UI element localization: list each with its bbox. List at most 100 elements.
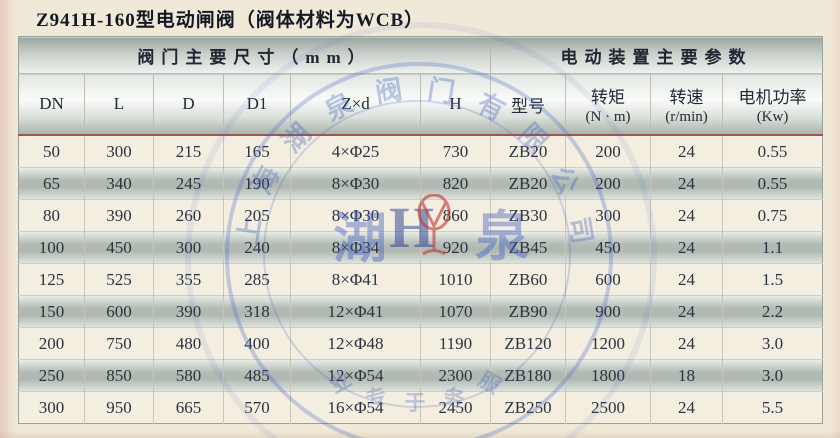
table-cell: 24 bbox=[650, 327, 724, 360]
table-cell: 3.0 bbox=[722, 359, 823, 392]
table-cell: 400 bbox=[223, 327, 291, 360]
table-cell: 5.5 bbox=[761, 397, 784, 417]
table-row: 65 340 245 190 8×Φ30 820 ZB20 200 24 0.55 bbox=[18, 167, 823, 200]
table-cell: 1.5 bbox=[722, 263, 823, 296]
column-header: H bbox=[420, 73, 492, 136]
table-cell: 24 bbox=[650, 391, 724, 424]
table-cell: 0.55 bbox=[722, 167, 823, 200]
table-cell: 250 bbox=[18, 359, 85, 392]
scan-edge-tint-left bbox=[0, 0, 16, 438]
table-cell: 750 bbox=[84, 327, 154, 360]
table-row: 80 390 260 205 8×Φ30 860 ZB30 300 24 0.75 bbox=[18, 199, 823, 232]
table-cell: 525 bbox=[84, 263, 154, 296]
table-cell: 125 bbox=[18, 263, 85, 296]
group-header-actuator-parameters: 电动装置主要参数 bbox=[490, 36, 823, 74]
table-cell: 2300 bbox=[420, 359, 492, 392]
table-cell: 24 bbox=[650, 263, 724, 296]
table-cell: 24 bbox=[650, 167, 724, 200]
table-cell: 205 bbox=[223, 199, 291, 232]
column-header: 型号 bbox=[490, 73, 567, 136]
table-cell: ZB30 bbox=[490, 199, 567, 232]
table-cell: 600 bbox=[565, 263, 652, 296]
table-cell: 200 bbox=[565, 167, 652, 200]
table-cell: 920 bbox=[420, 231, 492, 264]
table-cell: 8×Φ30 bbox=[290, 167, 421, 200]
table-cell: 12×Φ54 bbox=[290, 359, 421, 392]
column-header: D1 bbox=[223, 73, 291, 136]
table-cell: 900 bbox=[565, 295, 652, 328]
column-header: 转矩 (N · m) bbox=[565, 73, 652, 136]
table-cell: 8×Φ41 bbox=[290, 263, 421, 296]
table-cell: 24 bbox=[650, 295, 724, 328]
table-cell: ZB20 bbox=[490, 135, 567, 168]
table-cell: ZB20 bbox=[490, 167, 567, 200]
column-header: DN bbox=[18, 73, 85, 136]
table-cell: ZB120 bbox=[490, 327, 567, 360]
table-cell: 1190 bbox=[420, 327, 492, 360]
table-cell: ZB60 bbox=[490, 263, 567, 296]
table-cell: 0.55 bbox=[722, 135, 823, 168]
scan-edge-tint-bottom bbox=[0, 430, 840, 438]
table-cell: 318 bbox=[223, 295, 291, 328]
table-cell: 150 bbox=[18, 295, 85, 328]
table-cell: 3.0 bbox=[722, 327, 823, 360]
table-cell: 0.75 bbox=[722, 199, 823, 232]
table-cell: 190 bbox=[223, 167, 291, 200]
table-row: 300 950 665 570 16×Φ54 2450 ZB250 2500 24 5.5 bbox=[18, 391, 823, 424]
table-cell: 485 bbox=[223, 359, 291, 392]
table-cell: 18 bbox=[650, 359, 724, 392]
column-header: Z×d bbox=[290, 73, 421, 136]
table-cell: 2450 bbox=[420, 391, 492, 424]
table-cell: 2.2 bbox=[722, 295, 823, 328]
table-cell: 570 bbox=[223, 391, 291, 424]
table-cell: 1070 bbox=[420, 295, 492, 328]
table-cell: 50 bbox=[18, 135, 85, 168]
table-cell: 8×Φ30 bbox=[290, 199, 421, 232]
column-header: L bbox=[84, 73, 154, 136]
table-row: 100 450 300 240 8×Φ34 920 ZB45 450 24 1.1 bbox=[18, 231, 823, 264]
table-cell: 24 bbox=[650, 231, 724, 264]
table-cell: 12×Φ41 bbox=[290, 295, 421, 328]
table-cell: 8×Φ34 bbox=[290, 231, 421, 264]
table-cell: 390 bbox=[153, 295, 224, 328]
table-cell: ZB250 bbox=[490, 391, 567, 424]
table-cell: 16×Φ54 bbox=[290, 391, 421, 424]
table-cell: 240 bbox=[223, 231, 291, 264]
table-cell: 450 bbox=[565, 231, 652, 264]
table-cell: 200 bbox=[565, 135, 652, 168]
table-row: 125 525 355 285 8×Φ41 1010 ZB60 600 24 1.5 bbox=[18, 263, 823, 296]
table-cell: ZB45 bbox=[490, 231, 567, 264]
table-cell: 450 bbox=[84, 231, 154, 264]
table-cell: ZB90 bbox=[490, 295, 567, 328]
column-header-row: DN L D D1 Z×d H 型号 转矩 (N · m) 转速 (r/min) 电机功率 (Kw) bbox=[18, 73, 823, 136]
table-cell: 480 bbox=[153, 327, 224, 360]
table-cell: 820 bbox=[420, 167, 492, 200]
table-cell: 285 bbox=[223, 263, 291, 296]
table-cell: 65 bbox=[18, 167, 85, 200]
table-cell: 600 bbox=[84, 295, 154, 328]
table-body: 50 300 215 165 4×Φ25 730 ZB20 200 24 0.55 65 340 245… bbox=[18, 135, 823, 424]
table-cell: 300 bbox=[153, 231, 224, 264]
table-cell: 12×Φ48 bbox=[290, 327, 421, 360]
table-cell: 245 bbox=[153, 167, 224, 200]
table-cell: 355 bbox=[153, 263, 224, 296]
table-cell: 200 bbox=[18, 327, 85, 360]
table-cell: 165 bbox=[223, 135, 291, 168]
scan-edge-tint-right bbox=[830, 0, 840, 438]
table-row: 50 300 215 165 4×Φ25 730 ZB20 200 24 0.55 bbox=[18, 135, 823, 168]
table-cell: 215 bbox=[153, 135, 224, 168]
table-cell: 300 bbox=[84, 135, 154, 168]
table-cell: 260 bbox=[153, 199, 224, 232]
table-cell: 24 bbox=[650, 199, 724, 232]
table-cell: ZB180 bbox=[490, 359, 567, 392]
group-header-row: 阀门主要尺寸（mm） 电动装置主要参数 bbox=[18, 36, 823, 74]
column-header: D bbox=[153, 73, 224, 136]
table-cell: 1.1 bbox=[722, 231, 823, 264]
table-cell: 24 bbox=[650, 135, 724, 168]
table-cell: 850 bbox=[84, 359, 154, 392]
table-row: 200 750 480 400 12×Φ48 1190 ZB120 1200 24 3.0 bbox=[18, 327, 823, 360]
table-cell: 300 bbox=[18, 391, 85, 424]
valve-spec-table: 阀门主要尺寸（mm） 电动装置主要参数 DN L D D1 Z×d H 型号 转矩 (N · m… bbox=[18, 36, 824, 424]
table-cell: 1800 bbox=[565, 359, 652, 392]
